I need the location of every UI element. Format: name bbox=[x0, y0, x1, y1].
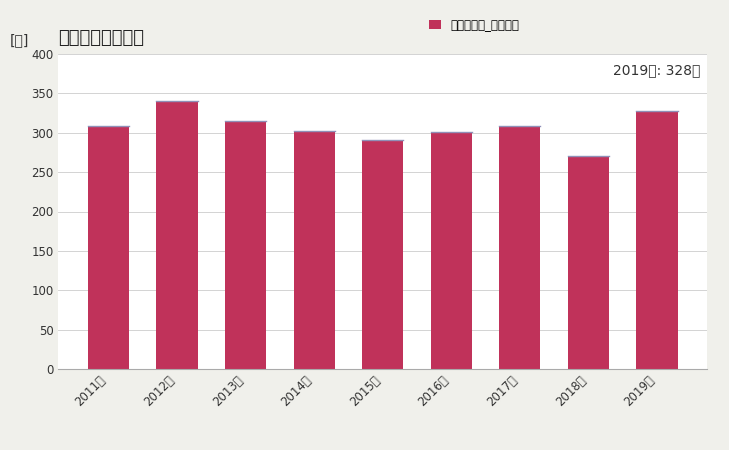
Legend: 全建築物計_建築物数: 全建築物計_建築物数 bbox=[429, 19, 520, 32]
Bar bbox=[568, 156, 609, 369]
Bar bbox=[636, 111, 678, 369]
Bar bbox=[499, 126, 540, 369]
Y-axis label: [棟]: [棟] bbox=[9, 34, 29, 48]
Bar bbox=[157, 101, 198, 369]
Bar bbox=[362, 140, 403, 369]
Bar bbox=[431, 132, 472, 369]
Bar bbox=[225, 121, 266, 369]
Bar bbox=[157, 101, 198, 369]
Bar bbox=[568, 156, 609, 369]
Text: 建築物総数の推移: 建築物総数の推移 bbox=[58, 29, 144, 47]
Bar bbox=[225, 121, 266, 369]
Bar bbox=[499, 126, 540, 369]
Bar bbox=[294, 131, 335, 369]
Text: 2019年: 328棟: 2019年: 328棟 bbox=[613, 63, 701, 77]
Bar bbox=[636, 111, 678, 369]
Bar bbox=[87, 126, 129, 369]
Bar bbox=[362, 140, 403, 369]
Bar bbox=[294, 131, 335, 369]
Bar bbox=[431, 132, 472, 369]
Bar bbox=[87, 126, 129, 369]
